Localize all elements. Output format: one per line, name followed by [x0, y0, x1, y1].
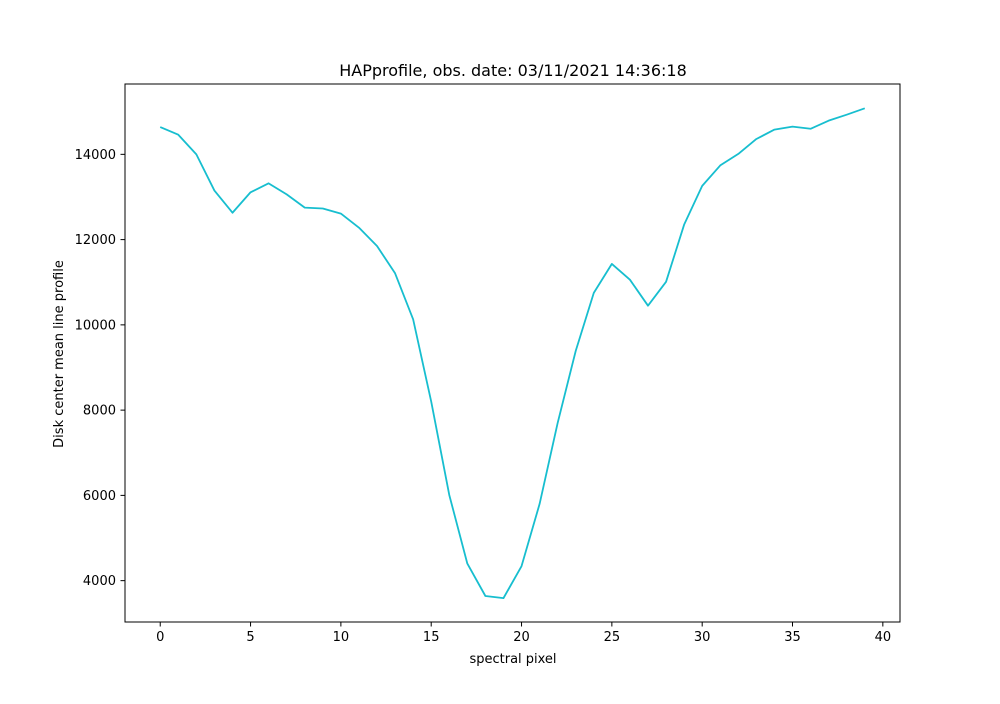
x-tick-label: 35	[784, 630, 801, 645]
y-tick-label: 4000	[83, 574, 116, 589]
y-tick-label: 12000	[75, 233, 116, 248]
plot-frame	[124, 83, 901, 623]
plot-area	[124, 83, 901, 623]
x-tick-label: 5	[246, 630, 254, 645]
x-tick-label: 20	[513, 630, 530, 645]
x-tick-label: 30	[694, 630, 711, 645]
x-tick-label: 40	[875, 630, 892, 645]
y-tick-label: 10000	[75, 318, 116, 333]
y-axis-label: Disk center mean line profile	[52, 260, 67, 448]
x-tick-label: 15	[423, 630, 440, 645]
x-axis-label: spectral pixel	[469, 652, 556, 667]
series-line-0	[159, 107, 866, 600]
x-tick-label: 25	[604, 630, 621, 645]
chart-title: HAPprofile, obs. date: 03/11/2021 14:36:…	[339, 61, 687, 80]
x-tick-label: 0	[156, 630, 164, 645]
y-axis: 4000 6000 8000 10000 12000 14000	[75, 148, 125, 589]
x-axis: 0 5 10 15 20 25 30 35 40	[156, 622, 891, 645]
y-tick-label: 14000	[75, 148, 116, 163]
x-tick-label: 10	[333, 630, 350, 645]
y-tick-label: 6000	[83, 489, 116, 504]
y-tick-label: 8000	[83, 404, 116, 419]
